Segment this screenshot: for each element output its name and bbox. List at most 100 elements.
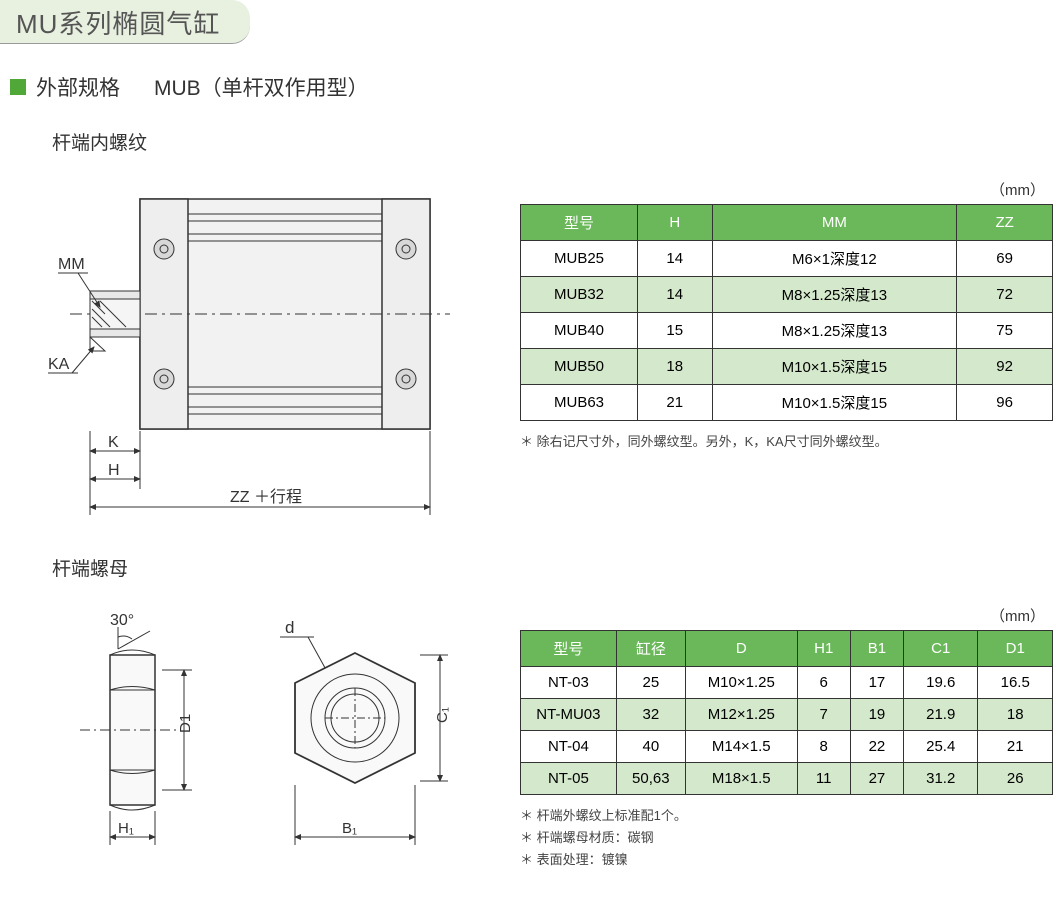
table-row: NT-MU0332M12×1.2571921.918	[521, 699, 1053, 731]
table-cell: M8×1.25深度13	[712, 277, 957, 313]
bullet-icon	[10, 79, 26, 95]
table-cell: 19	[850, 699, 903, 731]
table-row: NT-0440M14×1.582225.421	[521, 731, 1053, 763]
footnote-line: ＊ 杆端螺母材质：碳钢	[520, 827, 1053, 849]
table-cell: NT-04	[521, 731, 617, 763]
table-cell: 96	[957, 385, 1053, 421]
table-cell: M8×1.25深度13	[712, 313, 957, 349]
table-header: H	[638, 205, 712, 241]
cylinder-diagram: MM KA K H ZZ ＋行程	[30, 179, 520, 524]
table-cell: 21.9	[904, 699, 978, 731]
table-cell: M10×1.5深度15	[712, 349, 957, 385]
table-cell: 31.2	[904, 763, 978, 795]
table-row: MUB2514M6×1深度1269	[521, 241, 1053, 277]
table-header: D1	[978, 631, 1053, 667]
table-cell: 21	[978, 731, 1053, 763]
content: 外部规格 MUB（单杆双作用型） 杆端内螺纹	[0, 72, 1063, 921]
svg-text:30°: 30°	[110, 612, 134, 629]
svg-text:B₁: B₁	[342, 820, 357, 837]
table-cell: 26	[978, 763, 1053, 795]
table-cell: 21	[638, 385, 712, 421]
table-cell: 40	[616, 731, 685, 763]
table-header: C1	[904, 631, 978, 667]
section1-subheading: 杆端内螺纹	[52, 128, 1053, 155]
table-cell: NT-03	[521, 667, 617, 699]
section2-table: 型号缸径DH1B1C1D1 NT-0325M10×1.2561719.616.5…	[520, 630, 1053, 795]
table-row: NT-0550,63M18×1.5112731.226	[521, 763, 1053, 795]
footnote-line: ＊ 表面处理：镀镍	[520, 849, 1053, 871]
table-cell: MUB25	[521, 241, 638, 277]
table-cell: 92	[957, 349, 1053, 385]
label-h: H	[108, 462, 120, 479]
label-zz: ZZ ＋行程	[230, 488, 302, 506]
table-header: MM	[712, 205, 957, 241]
table-cell: NT-05	[521, 763, 617, 795]
table-cell: 27	[850, 763, 903, 795]
table-cell: 18	[638, 349, 712, 385]
table-cell: M10×1.5深度15	[712, 385, 957, 421]
table-cell: M10×1.25	[685, 667, 797, 699]
page-header: MU系列椭圆气缸	[0, 0, 250, 44]
table-row: NT-0325M10×1.2561719.616.5	[521, 667, 1053, 699]
table-cell: 6	[797, 667, 850, 699]
table-cell: 15	[638, 313, 712, 349]
table-cell: 50,63	[616, 763, 685, 795]
table-cell: 14	[638, 277, 712, 313]
section1-heading-model: MUB（单杆双作用型）	[154, 72, 369, 102]
table-cell: MUB63	[521, 385, 638, 421]
table-header: H1	[797, 631, 850, 667]
table-header: 缸径	[616, 631, 685, 667]
svg-text:D1: D1	[177, 714, 194, 733]
table-cell: M12×1.25	[685, 699, 797, 731]
section2-row: 30° D1	[10, 605, 1053, 871]
table-cell: 72	[957, 277, 1053, 313]
label-k: K	[108, 434, 119, 451]
table-cell: M18×1.5	[685, 763, 797, 795]
table-header: B1	[850, 631, 903, 667]
table-cell: M6×1深度12	[712, 241, 957, 277]
table-cell: MUB32	[521, 277, 638, 313]
table-cell: 22	[850, 731, 903, 763]
table-cell: 69	[957, 241, 1053, 277]
table-header: ZZ	[957, 205, 1053, 241]
section2-footnotes: ＊ 杆端外螺纹上标准配1个。＊ 杆端螺母材质：碳钢＊ 表面处理：镀镍	[520, 805, 1053, 871]
section1-footnote: ＊ 除右记尺寸外，同外螺纹型。另外，K，KA尺寸同外螺纹型。	[520, 431, 1053, 453]
table-cell: 32	[616, 699, 685, 731]
table-cell: 17	[850, 667, 903, 699]
table-header: D	[685, 631, 797, 667]
section1-table: 型号HMMZZ MUB2514M6×1深度1269MUB3214M8×1.25深…	[520, 204, 1053, 421]
table-header: 型号	[521, 631, 617, 667]
table-cell: 18	[978, 699, 1053, 731]
table-cell: M14×1.5	[685, 731, 797, 763]
svg-text:H₁: H₁	[118, 820, 134, 837]
table-cell: MUB40	[521, 313, 638, 349]
section2-subheading: 杆端螺母	[52, 554, 1053, 581]
section2-table-wrap: （mm） 型号缸径DH1B1C1D1 NT-0325M10×1.2561719.…	[520, 605, 1053, 871]
page-title: MU系列椭圆气缸	[16, 9, 220, 39]
table-header: 型号	[521, 205, 638, 241]
section2-unit: （mm）	[520, 605, 1053, 626]
table-cell: 25.4	[904, 731, 978, 763]
table-cell: 8	[797, 731, 850, 763]
table-cell: 25	[616, 667, 685, 699]
table-row: MUB6321M10×1.5深度1596	[521, 385, 1053, 421]
table-row: MUB3214M8×1.25深度1372	[521, 277, 1053, 313]
svg-text:d: d	[285, 618, 294, 637]
table-cell: 14	[638, 241, 712, 277]
footnote-line: ＊ 杆端外螺纹上标准配1个。	[520, 805, 1053, 827]
section1-heading: 外部规格 MUB（单杆双作用型）	[10, 72, 1053, 102]
table-cell: 16.5	[978, 667, 1053, 699]
section1-unit: （mm）	[520, 179, 1053, 200]
section1-table-wrap: （mm） 型号HMMZZ MUB2514M6×1深度1269MUB3214M8×…	[520, 179, 1053, 453]
nut-diagram: 30° D1	[30, 605, 520, 860]
table-cell: NT-MU03	[521, 699, 617, 731]
table-cell: 19.6	[904, 667, 978, 699]
section1-row: MM KA K H ZZ ＋行程	[10, 179, 1053, 524]
table-row: MUB4015M8×1.25深度1375	[521, 313, 1053, 349]
table-cell: MUB50	[521, 349, 638, 385]
table-row: MUB5018M10×1.5深度1592	[521, 349, 1053, 385]
label-mm: MM	[58, 256, 85, 273]
table-cell: 7	[797, 699, 850, 731]
table-cell: 11	[797, 763, 850, 795]
svg-text:C₁: C₁	[434, 707, 451, 723]
